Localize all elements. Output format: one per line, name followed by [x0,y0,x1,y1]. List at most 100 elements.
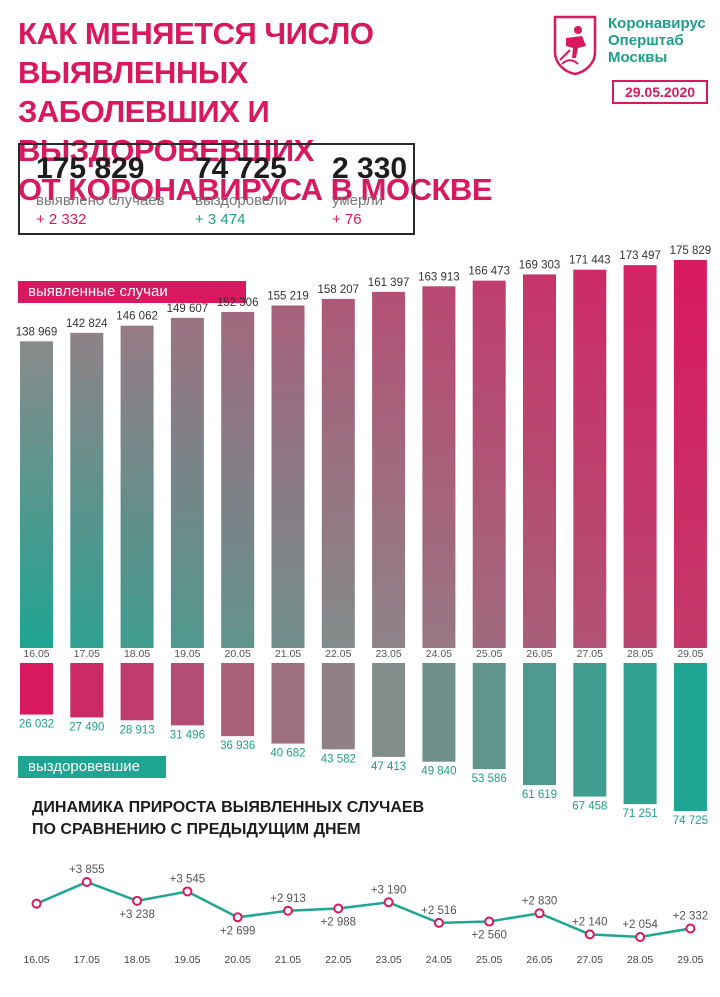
recovered-bar [372,663,406,757]
growth-chart-title: ДИНАМИКА ПРИРОСТА ВЫЯВЛЕННЫХ СЛУЧАЕВ ПО … [32,797,424,841]
growth-point-label: +3 545 [170,873,206,885]
recovered-value-label: 53 586 [472,773,507,785]
org-line: Москвы [608,49,668,66]
recovered-bar [321,663,355,750]
date-tick-label: 19.05 [174,648,200,660]
title-line: КАК МЕНЯЕТСЯ ЧИСЛО ВЫЯВЛЕННЫХ [18,16,374,90]
cases-bar [271,305,305,648]
date-tick-label: 29.05 [677,648,703,660]
recovered-value-label: 28 913 [120,724,155,736]
cases-bar [523,274,556,648]
title-line: ЗАБОЛЕВШИХ И ВЫЗДОРОВЕВШИХ [18,94,314,168]
date-tick-label: 22.05 [325,648,351,660]
recovered-value-label: 40 682 [270,748,305,760]
recovered-value-label: 26 032 [19,719,54,731]
stat-cases: 175 829 выявлено случаев + 2 332 [36,151,165,229]
cases-legend-tag: выявленные случаи [18,281,246,303]
cases-value-label: 163 913 [418,271,460,283]
growth-point [534,908,545,919]
date-tick-label: 25.05 [476,648,502,660]
growth-point-label: +2 516 [421,905,457,917]
cases-bar [221,311,255,648]
growth-date-label: 20.05 [225,954,251,966]
stat-deaths: 2 330 умерли + 76 [332,151,407,229]
growth-date-label: 17.05 [74,954,100,966]
stat-deaths-label: умерли [332,192,383,209]
growth-date-label: 27.05 [577,954,603,966]
recovered-bar [221,663,255,737]
cases-bar [70,332,104,648]
recovered-bar [472,663,506,770]
date-tick-label: 24.05 [426,648,452,660]
recovered-bar [20,663,53,715]
cases-bar [573,269,607,648]
recovered-value-label: 47 413 [371,761,406,773]
recovered-bar [573,663,607,797]
cases-value-label: 166 473 [468,266,510,278]
cases-bar [20,341,53,648]
growth-date-label: 22.05 [325,954,351,966]
org-name: Коронавирус Оперштаб Москвы [608,15,706,66]
stat-recovered-value: 74 725 [195,152,287,185]
date-tick-label: 27.05 [577,648,603,660]
date-badge: 29.05.2020 [612,80,708,104]
recovered-value-label: 74 725 [673,815,708,827]
growth-point [132,895,143,906]
recovered-bar [70,663,104,718]
recovered-value-label: 61 619 [522,789,557,801]
stat-recovered-delta: + 3 474 [195,211,246,228]
stat-cases-value: 175 829 [36,152,145,185]
growth-date-label: 23.05 [375,954,401,966]
growth-title-line: ПО СРАВНЕНИЮ С ПРЕДЫДУЩИМ ДНЕМ [32,821,361,838]
cases-value-label: 149 607 [167,303,209,315]
recovered-value-label: 43 582 [321,753,356,765]
stat-deaths-value: 2 330 [332,152,408,185]
growth-date-label: 19.05 [174,954,200,966]
cases-bar [170,317,204,648]
recovered-bar [170,663,204,726]
cases-bar [321,298,355,648]
growth-point-label: +2 830 [522,895,558,907]
cases-bar [422,286,456,648]
recovered-value-label: 36 936 [220,740,255,752]
org-line: Коронавирус [608,15,706,32]
recovered-bar [673,663,707,811]
cases-bar [623,265,657,648]
recovered-bar [523,663,556,786]
cases-value-label: 146 062 [116,311,158,323]
growth-point [81,877,92,887]
cases-value-label: 138 969 [16,326,58,338]
recovered-value-label: 67 458 [572,801,607,813]
growth-title-line: ДИНАМИКА ПРИРОСТА ВЫЯВЛЕННЫХ СЛУЧАЕВ [32,799,425,816]
cases-value-label: 155 219 [267,290,309,302]
cases-value-label: 158 207 [318,284,360,296]
recovered-value-label: 31 496 [170,729,205,741]
stat-cases-delta: + 2 332 [36,211,87,228]
growth-point-label: +2 988 [321,916,357,928]
growth-point [182,886,193,897]
growth-point-label: +3 238 [119,909,155,921]
growth-point [584,929,595,940]
growth-point-label: +3 855 [69,864,105,876]
cases-bar [673,260,707,648]
growth-point [685,923,696,934]
growth-point [31,898,42,909]
date-tick-label: 18.05 [124,648,150,660]
org-line: Оперштаб [608,32,684,49]
recovered-value-label: 71 251 [623,808,658,820]
growth-point [635,932,646,942]
growth-date-label: 26.05 [526,954,552,966]
growth-date-label: 16.05 [23,954,49,966]
recovered-value-label: 27 490 [69,721,104,733]
growth-point [232,912,243,923]
growth-date-label: 25.05 [476,954,502,966]
stat-deaths-delta: + 76 [332,211,362,228]
date-tick-label: 17.05 [74,648,100,660]
recovered-legend-tag: выздоровевшие [18,756,166,778]
cases-value-label: 142 824 [66,318,108,330]
date-tick-label: 28.05 [627,648,653,660]
recovered-bar [623,663,657,805]
growth-point-label: +2 560 [471,930,507,942]
date-tick-label: 21.05 [275,648,301,660]
